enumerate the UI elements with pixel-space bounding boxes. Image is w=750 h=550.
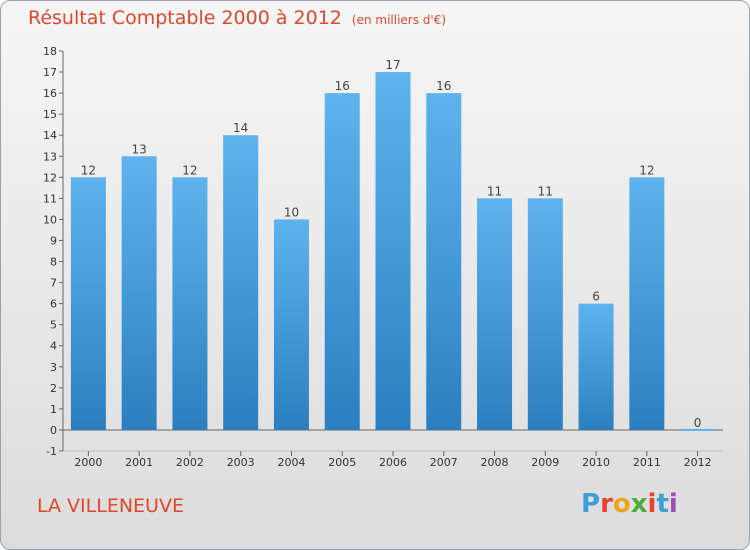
- y-tick-label: 6: [50, 298, 57, 311]
- chart-title: Résultat Comptable 2000 à 2012 (en millie…: [28, 7, 446, 29]
- y-tick-label: 15: [43, 108, 57, 121]
- data-label-2000: 12: [81, 163, 96, 177]
- logo-letter: r: [600, 489, 613, 519]
- y-tick-label: -1: [46, 445, 57, 458]
- chart-title-text: Résultat Comptable 2000 à 2012: [28, 7, 342, 29]
- y-tick-label: 7: [50, 277, 57, 290]
- bar-2010: [578, 303, 614, 430]
- bar-2006: [375, 72, 411, 430]
- x-tick-label-2009: 2009: [531, 456, 559, 469]
- x-tick-label-2003: 2003: [227, 456, 255, 469]
- chart-subtitle: (en milliers d'€): [351, 13, 447, 27]
- bar-2003: [223, 135, 259, 430]
- bar-2002: [172, 177, 208, 430]
- y-tick-label: 13: [43, 150, 57, 163]
- data-label-2008: 11: [487, 184, 502, 198]
- commune-name: LA VILLENEUVE: [37, 495, 184, 517]
- logo-letter: o: [612, 489, 631, 519]
- data-label-2004: 10: [284, 205, 299, 219]
- data-labels: 12 13 12 14 10 16 17 16 11 11 6 12 0: [81, 58, 702, 430]
- y-tick-label: 14: [43, 129, 57, 142]
- x-tick-label-2011: 2011: [633, 456, 661, 469]
- data-label-2001: 13: [132, 142, 147, 156]
- bar-2004: [273, 219, 309, 430]
- x-tick-label-2005: 2005: [328, 456, 356, 469]
- data-label-2005: 16: [335, 79, 350, 93]
- y-tick-label: 12: [43, 171, 57, 184]
- y-tick-label: 9: [50, 234, 57, 247]
- bars: [70, 72, 716, 431]
- x-tick-label-2007: 2007: [430, 456, 458, 469]
- data-label-2010: 6: [592, 290, 600, 304]
- x-tick-label-2004: 2004: [277, 456, 305, 469]
- y-tick-label: 4: [50, 340, 57, 353]
- y-tick-label: 3: [50, 361, 57, 374]
- bar-2012: [680, 428, 716, 431]
- x-tick-label-2008: 2008: [481, 456, 509, 469]
- y-tick-label: 11: [43, 192, 57, 205]
- bar-2000: [70, 177, 106, 430]
- logo-letter: t: [656, 489, 669, 519]
- y-tick-label: 5: [50, 319, 57, 332]
- logo-letter: x: [630, 489, 648, 519]
- y-tick-label: 2: [50, 382, 57, 395]
- bar-2008: [477, 198, 513, 430]
- y-tick-label: 16: [43, 87, 57, 100]
- bar-2005: [324, 93, 360, 430]
- logo-letter: i: [647, 489, 657, 519]
- x-tick-label-2006: 2006: [379, 456, 407, 469]
- bar-2007: [426, 93, 462, 430]
- y-tick-label: 17: [43, 66, 57, 79]
- data-label-2007: 16: [436, 79, 451, 93]
- data-label-2006: 17: [385, 58, 400, 72]
- y-tick-label: 10: [43, 213, 57, 226]
- y-tick-label: 1: [50, 403, 57, 416]
- data-label-2009: 11: [538, 184, 553, 198]
- x-tick-label-2001: 2001: [125, 456, 153, 469]
- data-label-2011: 12: [639, 163, 654, 177]
- bar-2011: [629, 177, 665, 430]
- logo-letter: P: [581, 489, 601, 519]
- data-label-2003: 14: [233, 121, 248, 135]
- y-tick-label: 0: [50, 424, 57, 437]
- proxiti-logo[interactable]: Proxiti: [581, 489, 678, 519]
- bar-2009: [527, 198, 563, 430]
- y-tick-label: 18: [43, 45, 57, 58]
- x-tick-label-2012: 2012: [684, 456, 712, 469]
- logo-letter: i: [668, 489, 678, 519]
- data-label-2002: 12: [182, 163, 197, 177]
- x-tick-label-2010: 2010: [582, 456, 610, 469]
- x-tick-label-2000: 2000: [74, 456, 102, 469]
- x-tick-label-2002: 2002: [176, 456, 204, 469]
- data-label-2012: 0: [694, 416, 702, 430]
- bar-2001: [121, 156, 157, 430]
- y-tick-label: 8: [50, 256, 57, 269]
